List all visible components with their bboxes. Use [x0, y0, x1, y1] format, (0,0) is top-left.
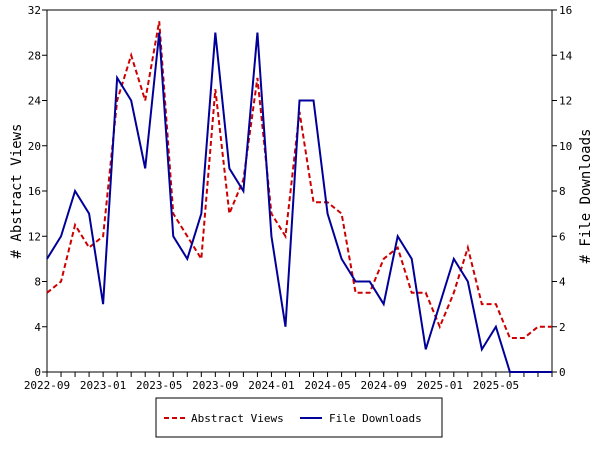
- x-tick-label: 2025-01: [417, 379, 463, 392]
- y-right-tick-label: 4: [559, 276, 566, 289]
- plot-area: [46, 9, 553, 373]
- left-axis: 0 4 8 12 16 20 24 28 32: [28, 4, 47, 379]
- y-left-tick-label: 8: [34, 276, 41, 289]
- right-axis: 0 2 4 6 8 10 12 14 16: [552, 4, 573, 379]
- series-line-file-downloads: [46, 32, 552, 373]
- x-axis: 2022-09 2023-01 2023-05 2023-09 2024-01 2024-…: [24, 372, 553, 392]
- x-tick-label: 2025-05: [473, 379, 519, 392]
- x-tick-label: 2023-01: [80, 379, 126, 392]
- y-right-tick-label: 10: [559, 140, 572, 153]
- x-tick-label: 2023-09: [192, 379, 238, 392]
- y-left-tick-label: 24: [28, 95, 42, 108]
- legend-label-file-downloads: File Downloads: [329, 412, 422, 425]
- series-layer: [46, 21, 552, 373]
- y-left-tick-label: 20: [28, 140, 41, 153]
- x-tick-label: 2023-05: [136, 379, 182, 392]
- y-left-tick-label: 4: [34, 321, 41, 334]
- y-left-tick-label: 32: [28, 4, 41, 17]
- y-right-tick-label: 2: [559, 321, 566, 334]
- y-left-tick-label: 12: [28, 230, 41, 243]
- x-tick-label: 2024-09: [360, 379, 406, 392]
- legend: Abstract Views File Downloads: [155, 397, 443, 438]
- x-tick-label: 2022-09: [24, 379, 70, 392]
- y-right-tick-label: 6: [559, 230, 566, 243]
- y-left-tick-label: 0: [34, 366, 41, 379]
- y-right-tick-label: 8: [559, 185, 566, 198]
- legend-label-abstract-views: Abstract Views: [191, 412, 284, 425]
- y-right-tick-label: 0: [559, 366, 566, 379]
- y-axis-left-title: # Abstract Views: [9, 124, 25, 259]
- legend-box: [155, 397, 443, 438]
- y-axis-right-title: # File Downloads: [578, 129, 594, 264]
- x-tick-label: 2024-05: [304, 379, 350, 392]
- x-tick-label: 2024-01: [248, 379, 294, 392]
- y-left-tick-label: 28: [28, 49, 41, 62]
- y-right-tick-label: 12: [559, 95, 572, 108]
- y-right-tick-label: 14: [559, 49, 573, 62]
- y-left-tick-label: 16: [28, 185, 41, 198]
- y-right-tick-label: 16: [559, 4, 572, 17]
